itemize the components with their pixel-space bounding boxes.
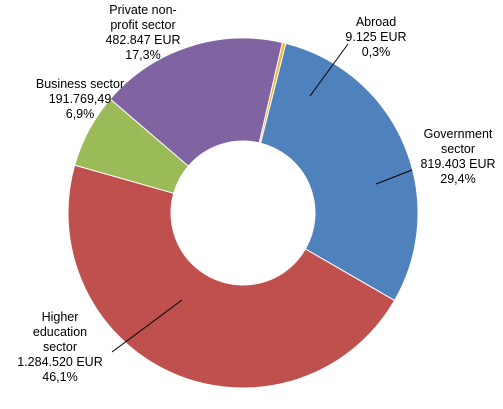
data-label-line: 6,9% xyxy=(66,107,95,121)
data-label-line: 0,3% xyxy=(362,45,391,59)
data-label-line: Abroad xyxy=(356,15,396,29)
data-label-line: education xyxy=(33,325,87,339)
data-label-line: Business sector xyxy=(36,77,124,91)
data-label-line: 819.403 EUR xyxy=(420,157,495,171)
leader-line-abroad xyxy=(309,43,349,97)
leader-line-government xyxy=(375,169,413,185)
labels-group: Abroad 9.125 EUR 0,3%Government sector 819.4… xyxy=(17,3,495,384)
data-label-abroad: Abroad 9.125 EUR 0,3% xyxy=(345,15,406,59)
data-label-line: 29,4% xyxy=(440,172,475,186)
data-label-line: Private non- xyxy=(109,3,176,17)
data-label-higher-education: Higher education sector 1.284.520 EUR 46,1% xyxy=(17,310,102,384)
data-label-line: 191.769,49 xyxy=(49,92,112,106)
data-label-line: sector xyxy=(441,142,475,156)
leader-lines-group xyxy=(111,43,413,353)
data-label-line: 17,3% xyxy=(125,48,160,62)
data-label-line: 46,1% xyxy=(42,370,77,384)
data-label-line: 9.125 EUR xyxy=(345,30,406,44)
data-label-line: Higher xyxy=(42,310,79,324)
slice-higher-education xyxy=(67,164,396,389)
data-label-line: profit sector xyxy=(110,18,175,32)
data-label-line: sector xyxy=(43,340,77,354)
data-label-private-non-profit: Private non-profit sector 482.847 EUR 17,3… xyxy=(105,3,180,62)
slice-private-non-profit xyxy=(109,37,283,167)
data-label-government: Government sector 819.403 EUR 29,4% xyxy=(420,127,495,186)
data-label-line: 482.847 EUR xyxy=(105,33,180,47)
slice-government xyxy=(260,42,419,302)
data-label-business: Business sector 191.769,49 6,9% xyxy=(36,77,124,121)
slices-group xyxy=(67,37,419,389)
data-label-line: 1.284.520 EUR xyxy=(17,355,102,369)
data-label-line: Government xyxy=(424,127,493,141)
leader-line-higher-education xyxy=(111,299,183,353)
